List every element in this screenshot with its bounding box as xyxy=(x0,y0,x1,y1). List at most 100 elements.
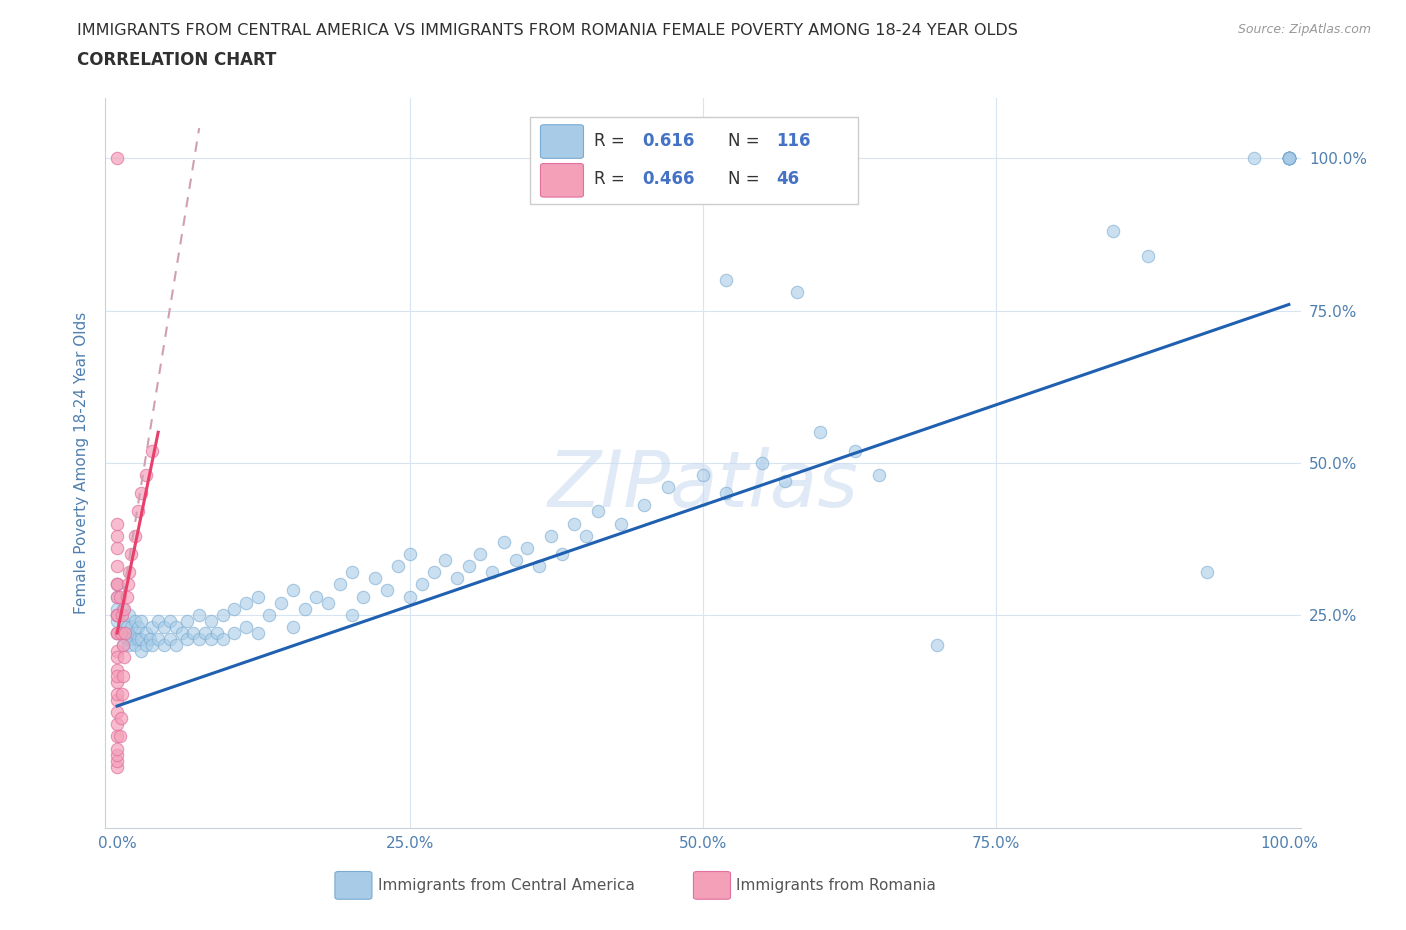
Text: N =: N = xyxy=(728,170,765,189)
Point xyxy=(124,638,146,653)
FancyBboxPatch shape xyxy=(540,125,583,158)
Point xyxy=(259,607,281,622)
Point xyxy=(1278,151,1301,166)
Point xyxy=(129,485,152,500)
Text: Immigrants from Central America: Immigrants from Central America xyxy=(378,878,634,893)
Point xyxy=(105,705,128,720)
Point xyxy=(194,626,217,641)
Point xyxy=(105,674,128,689)
Point xyxy=(205,626,228,641)
Point xyxy=(105,607,128,622)
Point xyxy=(112,602,135,617)
Text: Immigrants from Romania: Immigrants from Romania xyxy=(737,878,936,893)
Point xyxy=(481,565,503,579)
Point xyxy=(1243,151,1265,166)
Point xyxy=(422,565,444,579)
Point xyxy=(457,559,479,574)
Point xyxy=(135,468,157,483)
Point xyxy=(105,626,128,641)
Point xyxy=(112,626,135,641)
Point xyxy=(105,589,128,604)
Point xyxy=(188,607,211,622)
Point xyxy=(246,589,269,604)
Point xyxy=(340,565,363,579)
Point xyxy=(105,693,128,708)
Point xyxy=(586,504,609,519)
Point xyxy=(148,631,170,646)
Text: R =: R = xyxy=(595,132,630,151)
Point xyxy=(105,607,128,622)
Point xyxy=(153,638,176,653)
Point xyxy=(562,516,585,531)
Point xyxy=(105,760,128,775)
Point xyxy=(692,468,714,483)
Text: R =: R = xyxy=(595,170,630,189)
Y-axis label: Female Poverty Among 18-24 Year Olds: Female Poverty Among 18-24 Year Olds xyxy=(75,312,90,614)
Point xyxy=(105,577,128,591)
Point xyxy=(211,607,233,622)
Point xyxy=(118,626,141,641)
Point xyxy=(112,638,135,653)
Point xyxy=(492,535,515,550)
Point xyxy=(112,638,135,653)
Point xyxy=(375,583,398,598)
Text: 116: 116 xyxy=(776,132,810,151)
Point xyxy=(1102,224,1125,239)
Text: IMMIGRANTS FROM CENTRAL AMERICA VS IMMIGRANTS FROM ROMANIA FEMALE POVERTY AMONG : IMMIGRANTS FROM CENTRAL AMERICA VS IMMIG… xyxy=(77,23,1018,38)
Point xyxy=(540,528,562,543)
Point xyxy=(148,614,170,629)
Point xyxy=(112,614,135,629)
Point xyxy=(105,577,128,591)
Point xyxy=(159,614,181,629)
Text: 0.616: 0.616 xyxy=(643,132,695,151)
Point xyxy=(105,748,128,763)
Point xyxy=(135,638,157,653)
Point xyxy=(105,668,128,683)
Point xyxy=(294,602,316,617)
Point xyxy=(110,626,132,641)
Point xyxy=(316,595,339,610)
Point xyxy=(1278,151,1301,166)
Point xyxy=(516,540,538,555)
Point xyxy=(352,589,374,604)
Point xyxy=(716,272,738,287)
Point xyxy=(105,559,128,574)
Point xyxy=(1278,151,1301,166)
Point xyxy=(224,602,246,617)
Point xyxy=(340,607,363,622)
Point xyxy=(112,650,135,665)
Point xyxy=(399,589,422,604)
Point xyxy=(111,686,134,701)
Text: N =: N = xyxy=(728,132,765,151)
Point xyxy=(111,607,134,622)
Point xyxy=(610,516,633,531)
Point xyxy=(118,607,141,622)
Point xyxy=(153,619,176,634)
Point xyxy=(108,729,131,744)
Point xyxy=(124,528,146,543)
Point xyxy=(114,626,136,641)
Point xyxy=(281,583,304,598)
Point xyxy=(270,595,292,610)
Point xyxy=(105,644,128,658)
Point xyxy=(183,626,205,641)
Text: ZIPatlas: ZIPatlas xyxy=(547,446,859,523)
Point xyxy=(224,626,246,641)
Point xyxy=(141,443,163,458)
Point xyxy=(105,626,128,641)
Point xyxy=(868,468,890,483)
Point xyxy=(105,729,128,744)
Point xyxy=(399,547,422,562)
Point xyxy=(127,631,149,646)
Point xyxy=(387,559,409,574)
Point xyxy=(1195,565,1218,579)
Text: Source: ZipAtlas.com: Source: ZipAtlas.com xyxy=(1237,23,1371,36)
Point xyxy=(1278,151,1301,166)
Point xyxy=(108,589,131,604)
Point xyxy=(170,626,193,641)
Point xyxy=(105,741,128,756)
Point xyxy=(105,614,128,629)
Point xyxy=(188,631,211,646)
Point xyxy=(305,589,328,604)
Point xyxy=(105,516,128,531)
